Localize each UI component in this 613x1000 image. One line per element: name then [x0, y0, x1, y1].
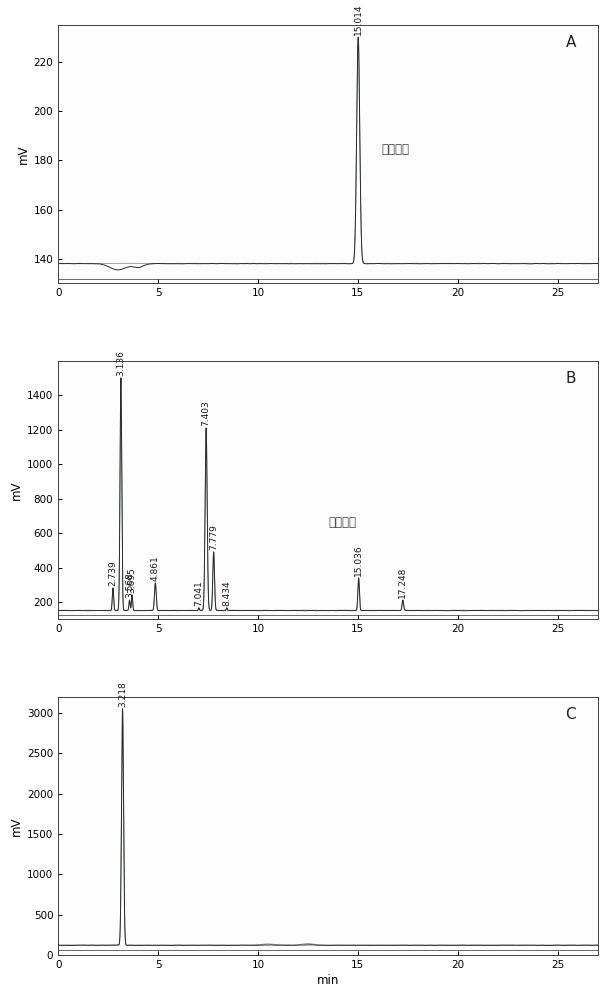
Text: 3.218: 3.218 — [118, 681, 127, 707]
Text: 盾叶蘇蒣: 盾叶蘇蒣 — [328, 516, 356, 529]
Text: 3.695: 3.695 — [128, 567, 137, 593]
Text: C: C — [565, 707, 576, 722]
Text: 2.739: 2.739 — [109, 560, 118, 586]
Text: B: B — [566, 371, 576, 386]
Text: 7.403: 7.403 — [202, 400, 211, 426]
Text: 15.036: 15.036 — [354, 544, 363, 576]
Text: 3.568: 3.568 — [125, 572, 134, 598]
Text: 7.041: 7.041 — [194, 580, 204, 606]
Text: 7.779: 7.779 — [209, 524, 218, 550]
Text: 17.248: 17.248 — [398, 567, 407, 598]
Y-axis label: mV: mV — [10, 480, 23, 500]
Text: 3.136: 3.136 — [116, 350, 126, 376]
Y-axis label: mV: mV — [17, 144, 29, 164]
Text: 15.014: 15.014 — [354, 4, 363, 35]
Text: 盾叶蘇蒣: 盾叶蘇蒣 — [382, 143, 410, 156]
X-axis label: min: min — [317, 974, 339, 987]
Text: 4.861: 4.861 — [151, 555, 160, 581]
Text: 8.434: 8.434 — [223, 580, 231, 606]
Y-axis label: mV: mV — [10, 816, 23, 836]
Text: A: A — [566, 35, 576, 50]
